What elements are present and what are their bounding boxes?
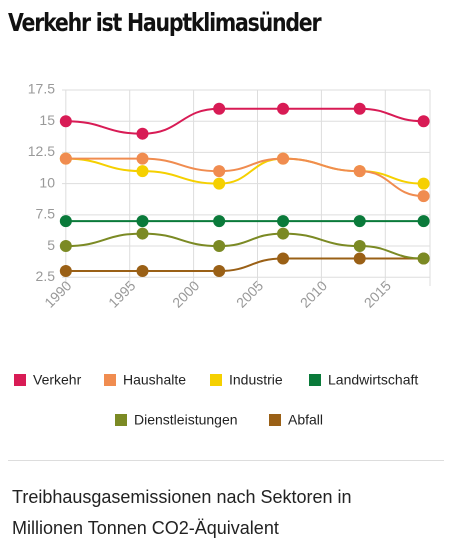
- data-point: [213, 165, 226, 178]
- legend-label: Abfall: [288, 412, 323, 428]
- legend-swatch: [104, 374, 116, 386]
- data-point: [353, 252, 366, 265]
- x-tick-label: 2000: [169, 277, 202, 310]
- legend-label: Dienstleistungen: [134, 412, 238, 428]
- legend-swatch: [309, 374, 321, 386]
- data-point: [417, 177, 430, 190]
- legend-swatch: [14, 374, 26, 386]
- data-point: [136, 265, 149, 278]
- legend-swatch: [115, 414, 127, 426]
- data-point: [59, 152, 72, 165]
- legend-label: Landwirtschaft: [328, 372, 418, 388]
- data-point: [353, 165, 366, 178]
- data-point: [277, 227, 290, 240]
- data-point: [136, 127, 149, 140]
- data-point: [417, 252, 430, 265]
- data-point: [277, 152, 290, 165]
- series-line: [65, 257, 424, 273]
- data-point: [136, 152, 149, 165]
- y-tick-label: 15: [39, 112, 55, 128]
- data-point: [213, 240, 226, 253]
- y-tick-label: 17.5: [28, 81, 55, 97]
- x-tick-label: 1995: [105, 277, 138, 310]
- data-point: [136, 215, 149, 228]
- data-point: [213, 177, 226, 190]
- data-point: [353, 102, 366, 115]
- data-point: [417, 215, 430, 228]
- legend-label: Industrie: [229, 372, 283, 388]
- legend-swatch: [269, 414, 281, 426]
- chart-subtitle: Treibhausgasemissionen nach Sektoren in …: [12, 487, 352, 538]
- y-tick-label: 5: [47, 237, 55, 253]
- data-point: [417, 190, 430, 203]
- y-tick-label: 7.5: [36, 206, 56, 222]
- data-point: [277, 215, 290, 228]
- x-tick-label: 2015: [361, 277, 394, 310]
- data-point: [136, 227, 149, 240]
- y-tick-label: 12.5: [28, 143, 55, 159]
- y-tick-label: 10: [39, 174, 55, 190]
- data-point: [59, 215, 72, 228]
- data-point: [213, 265, 226, 278]
- legend-label: Haushalte: [123, 372, 186, 388]
- y-tick-label: 2.5: [36, 268, 56, 284]
- x-tick-label: 2010: [297, 277, 330, 310]
- data-point: [277, 252, 290, 265]
- divider: [8, 460, 444, 461]
- data-point: [59, 240, 72, 253]
- data-point: [277, 102, 290, 115]
- data-point: [353, 240, 366, 253]
- data-point: [59, 265, 72, 278]
- legend-label: Verkehr: [33, 372, 82, 388]
- data-point: [353, 215, 366, 228]
- data-point: [213, 102, 226, 115]
- legend-swatch: [210, 374, 222, 386]
- data-point: [59, 115, 72, 128]
- x-tick-label: 2005: [233, 277, 266, 310]
- data-point: [417, 115, 430, 128]
- series-line: [65, 157, 424, 198]
- data-point: [136, 165, 149, 178]
- data-point: [213, 215, 226, 228]
- chart-title: Verkehr ist Hauptklimasünder: [8, 8, 322, 37]
